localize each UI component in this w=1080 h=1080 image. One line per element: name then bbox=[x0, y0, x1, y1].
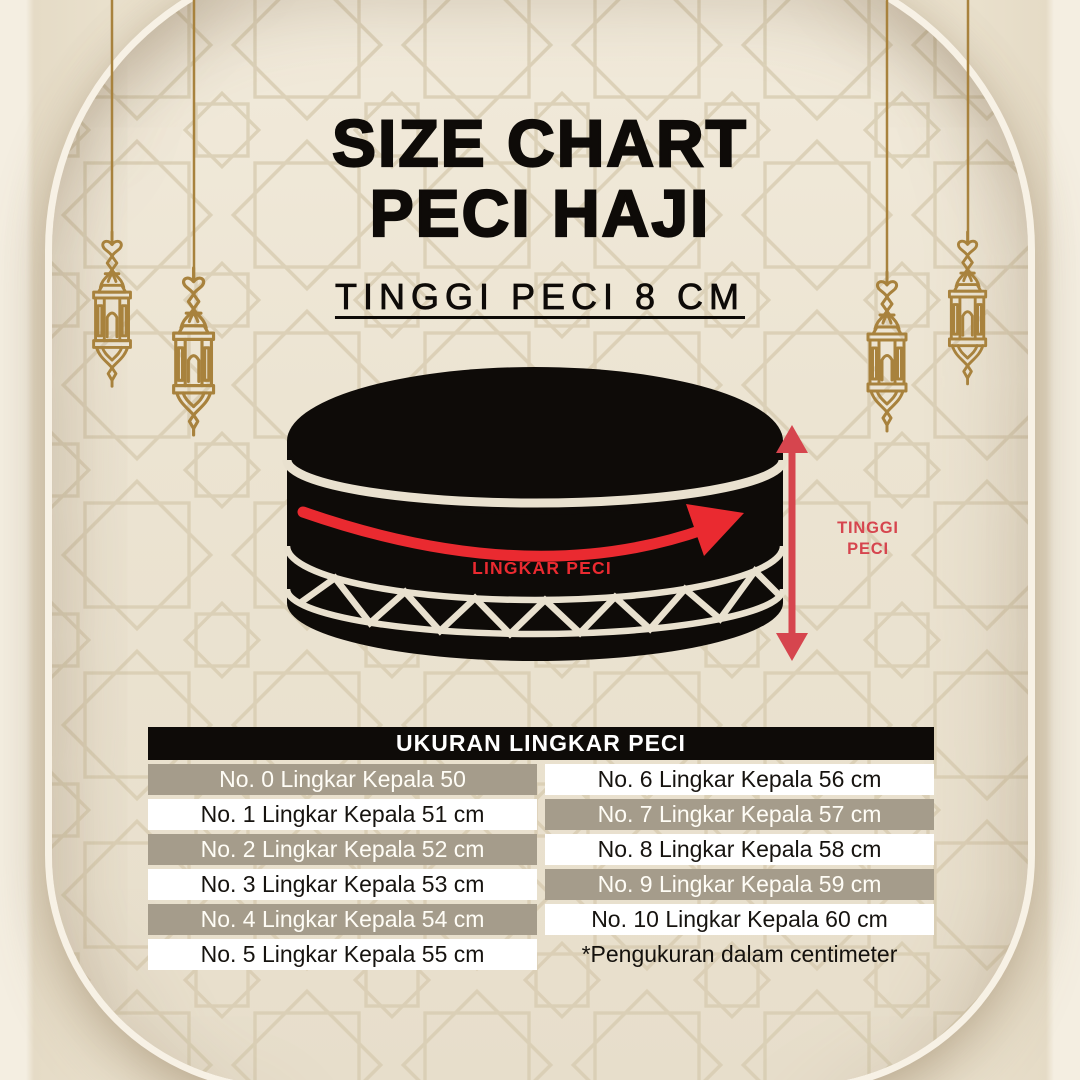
table-cell: No. 9 Lingkar Kepala 59 cm bbox=[545, 869, 934, 900]
table-cell: No. 6 Lingkar Kepala 56 cm bbox=[545, 764, 934, 795]
table-cell: No. 0 Lingkar Kepala 50 bbox=[148, 764, 537, 795]
subtitle: TINGGI PECI 8 CM bbox=[334, 276, 746, 318]
size-table-body: No. 0 Lingkar Kepala 50 No. 6 Lingkar Kep… bbox=[148, 764, 934, 970]
table-cell: No. 8 Lingkar Kepala 58 cm bbox=[545, 834, 934, 865]
table-cell: No. 2 Lingkar Kepala 52 cm bbox=[148, 834, 537, 865]
size-table: UKURAN LINGKAR PECI No. 0 Lingkar Kepala… bbox=[148, 727, 934, 970]
circumference-label: LINGKAR PECI bbox=[472, 558, 612, 578]
zigzag-band-bottom bbox=[283, 588, 787, 638]
height-label-line2: PECI bbox=[847, 540, 889, 558]
height-arrow-head-top bbox=[776, 425, 808, 453]
table-footnote-cell: *Pengukuran dalam centimeter bbox=[581, 941, 898, 967]
zigzag-pattern bbox=[298, 566, 783, 639]
table-cell: No. 5 Lingkar Kepala 55 cm bbox=[148, 939, 537, 970]
height-arrow-head-bottom bbox=[776, 633, 808, 661]
page-title-line2: PECI HAJI bbox=[369, 176, 711, 250]
size-table-title: UKURAN LINGKAR PECI bbox=[148, 727, 934, 760]
peci-rim-stripe bbox=[282, 459, 788, 508]
page-title-line1: SIZE CHART bbox=[331, 106, 748, 180]
table-cell: No. 7 Lingkar Kepala 57 cm bbox=[545, 799, 934, 830]
peci-top bbox=[287, 367, 783, 515]
table-cell: No. 10 Lingkar Kepala 60 cm bbox=[545, 904, 934, 935]
circumference-arrow-line bbox=[297, 506, 711, 562]
height-label-line1: TINGGI bbox=[837, 519, 899, 537]
title-block: SIZE CHART PECI HAJI TINGGI PECI 8 CM bbox=[0, 106, 1080, 318]
table-cell: No. 3 Lingkar Kepala 53 cm bbox=[148, 869, 537, 900]
table-cell: No. 4 Lingkar Kepala 54 cm bbox=[148, 904, 537, 935]
peci-size-diagram: LINGKAR PECI TINGGI PECI bbox=[282, 367, 899, 661]
circumference-arrow-head bbox=[686, 504, 744, 556]
table-cell: No. 1 Lingkar Kepala 51 cm bbox=[148, 799, 537, 830]
